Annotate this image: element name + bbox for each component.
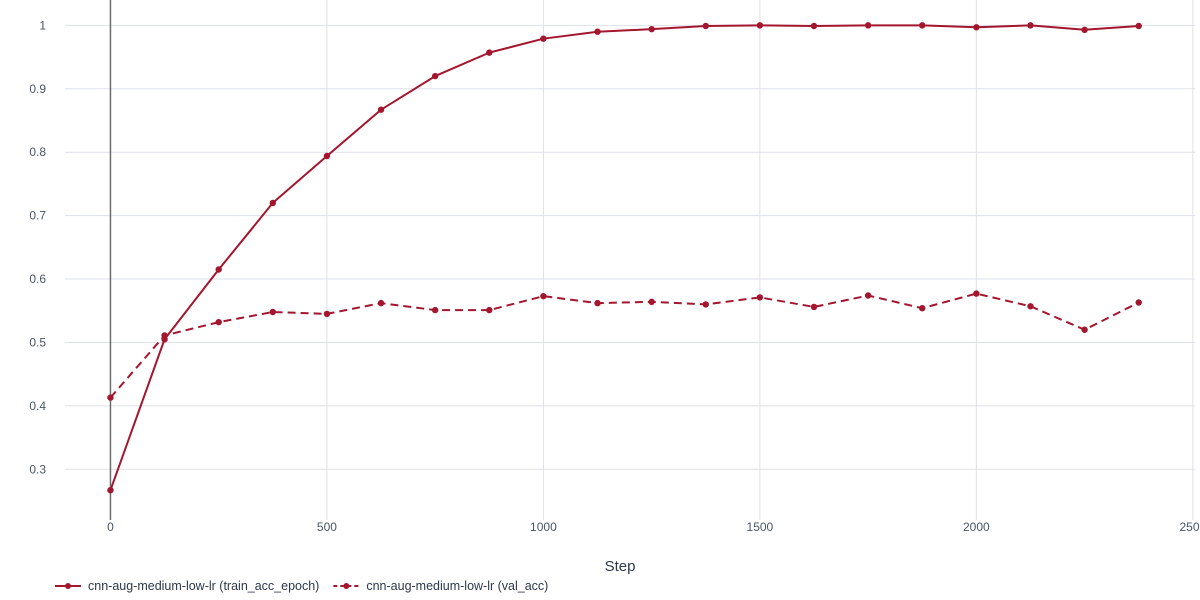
- data-point-series-1[interactable]: [919, 304, 926, 312]
- data-point-series-0[interactable]: [323, 152, 331, 160]
- data-point-series-0[interactable]: [594, 28, 601, 35]
- x-axis-title: Step: [605, 558, 636, 575]
- data-point-series-0[interactable]: [1081, 26, 1088, 34]
- data-point-series-0[interactable]: [486, 49, 493, 56]
- data-point-series-0[interactable]: [973, 24, 980, 31]
- data-point-series-1[interactable]: [377, 299, 385, 307]
- data-point-series-0[interactable]: [215, 266, 222, 273]
- data-point-series-1[interactable]: [431, 306, 439, 314]
- data-point-series-0[interactable]: [107, 486, 114, 494]
- legend-label: cnn-aug-medium-low-lr (train_acc_epoch): [88, 579, 319, 593]
- data-point-series-1[interactable]: [864, 292, 872, 299]
- y-tick-label: 0.6: [29, 272, 46, 286]
- x-tick-label: 1000: [530, 520, 557, 534]
- y-tick-label: 0.9: [29, 82, 46, 96]
- series-group: [107, 22, 1142, 494]
- data-point-series-0[interactable]: [756, 22, 764, 29]
- data-point-series-0[interactable]: [431, 72, 439, 80]
- data-point-series-0[interactable]: [1135, 22, 1142, 30]
- data-point-series-0[interactable]: [377, 106, 385, 113]
- data-point-series-1[interactable]: [486, 306, 493, 314]
- x-tick-label: 500: [317, 520, 337, 534]
- y-axis-ticks: 0.3 0.4 0.5 0.6 0.7 0.8 0.9 1: [29, 18, 46, 476]
- data-point-series-1[interactable]: [215, 318, 222, 326]
- data-point-series-0[interactable]: [810, 22, 818, 30]
- y-tick-label: 0.3: [29, 462, 46, 476]
- legend-swatch-marker: [65, 583, 71, 589]
- series-line-1: [109, 292, 1140, 399]
- data-point-series-0[interactable]: [269, 199, 277, 207]
- data-point-series-1[interactable]: [161, 332, 168, 339]
- data-point-series-0[interactable]: [702, 22, 709, 30]
- x-tick-label: 1500: [747, 520, 774, 534]
- grid: [65, 0, 1195, 520]
- data-point-series-0[interactable]: [864, 22, 872, 29]
- legend: cnn-aug-medium-low-lr (train_acc_epoch) c…: [55, 579, 548, 593]
- data-point-series-0[interactable]: [648, 25, 655, 33]
- data-point-series-0[interactable]: [540, 35, 547, 42]
- data-point-series-0[interactable]: [919, 22, 926, 29]
- data-point-series-1[interactable]: [269, 308, 277, 316]
- y-tick-label: 1: [39, 18, 46, 32]
- legend-label: cnn-aug-medium-low-lr (val_acc): [366, 579, 548, 593]
- data-point-series-1[interactable]: [756, 294, 764, 301]
- data-point-series-1[interactable]: [1081, 326, 1088, 333]
- y-tick-label: 0.4: [29, 399, 46, 413]
- legend-item-1[interactable]: cnn-aug-medium-low-lr (val_acc): [333, 579, 548, 593]
- data-point-series-1[interactable]: [540, 292, 547, 300]
- data-point-series-1[interactable]: [1135, 299, 1142, 306]
- y-tick-label: 0.8: [29, 145, 46, 159]
- legend-swatch-marker: [343, 583, 350, 589]
- x-tick-label: 0: [107, 520, 114, 534]
- data-point-series-1[interactable]: [702, 301, 709, 308]
- x-axis-ticks: 0 500 1000 1500 2000 2500: [107, 520, 1200, 534]
- data-point-series-1[interactable]: [810, 303, 818, 311]
- x-tick-label: 2500: [1179, 520, 1200, 534]
- data-point-series-0[interactable]: [1027, 22, 1034, 29]
- data-point-series-1[interactable]: [594, 299, 601, 307]
- data-point-series-1[interactable]: [648, 298, 655, 306]
- data-point-series-1[interactable]: [973, 290, 980, 297]
- legend-item-0[interactable]: cnn-aug-medium-low-lr (train_acc_epoch): [55, 579, 319, 593]
- x-tick-label: 2000: [963, 520, 990, 534]
- data-point-series-1[interactable]: [323, 310, 331, 318]
- data-point-series-1[interactable]: [1027, 303, 1034, 310]
- data-point-series-1[interactable]: [107, 394, 114, 401]
- series-line-0: [109, 24, 1139, 491]
- y-tick-label: 0.7: [29, 209, 46, 223]
- y-tick-label: 0.5: [29, 335, 46, 349]
